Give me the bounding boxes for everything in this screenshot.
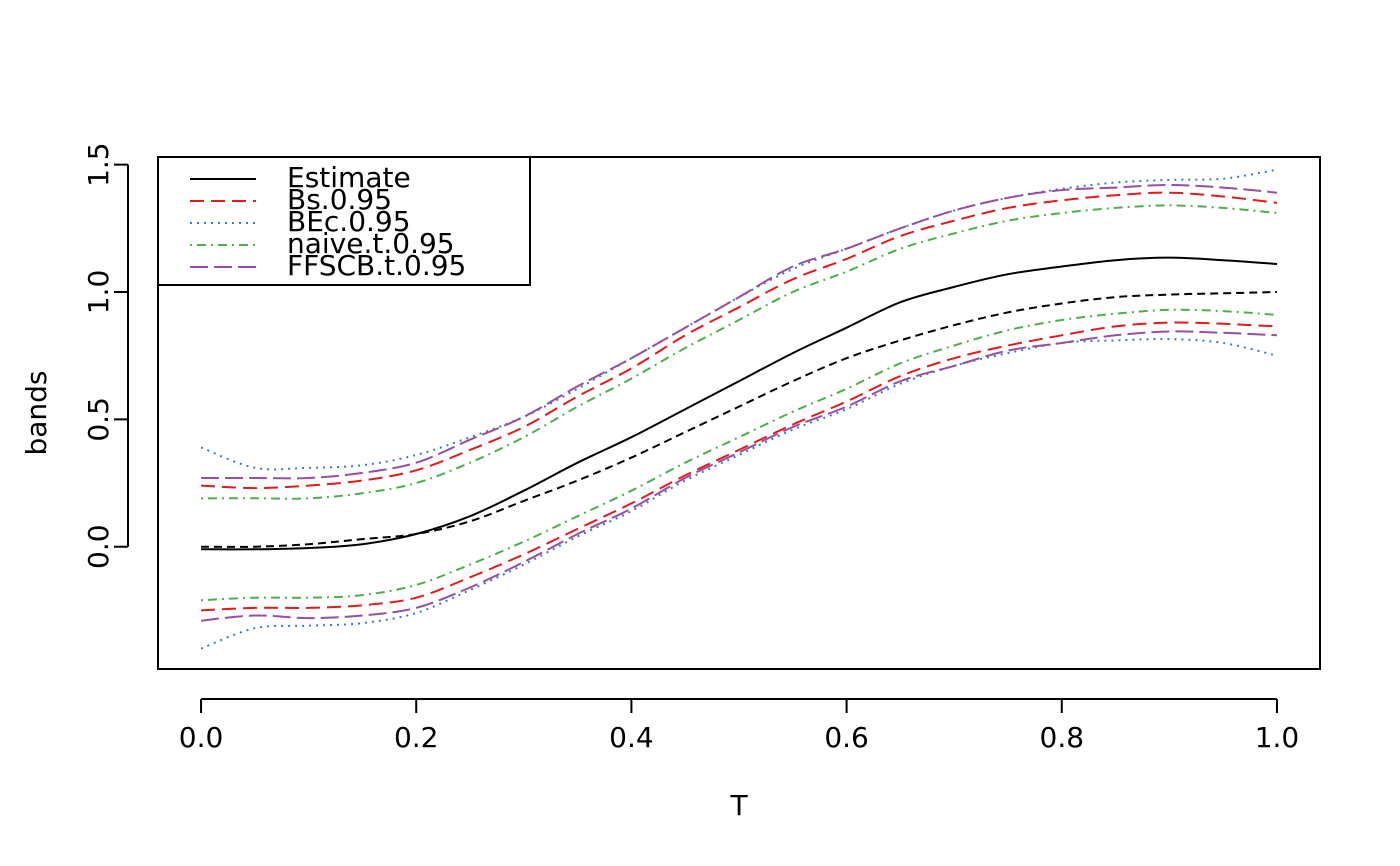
series-line-3 bbox=[200, 321, 1278, 612]
series-line-2 bbox=[200, 191, 1278, 490]
legend-label: Bs.0.95 bbox=[287, 183, 392, 216]
x-tick-label: 0.6 bbox=[824, 721, 869, 754]
series-line-6 bbox=[201, 204, 1278, 500]
x-axis-label: T bbox=[729, 789, 748, 822]
series-line-8 bbox=[201, 183, 1278, 480]
axes-layer: 0.0 0.2 0.4 0.6 0.8 1.0 0.0 0.5 1.0 1.5 bbox=[82, 142, 1299, 754]
y-tick-label: 0.5 bbox=[82, 397, 115, 442]
legend-label: BEc.0.95 bbox=[287, 205, 411, 238]
x-tick-label: 1.0 bbox=[1255, 721, 1300, 754]
x-tick-label: 0.4 bbox=[609, 721, 654, 754]
series-line-0 bbox=[201, 256, 1278, 551]
legend-label: naive.t.0.95 bbox=[287, 227, 455, 260]
x-tick-label: 0.8 bbox=[1040, 721, 1085, 754]
legend: EstimateBs.0.95BEc.0.95naive.t.0.95FFSCB… bbox=[157, 156, 531, 286]
series-line-1 bbox=[201, 291, 1278, 548]
plot-frame bbox=[157, 156, 1321, 670]
y-tick-label: 1.5 bbox=[82, 142, 115, 187]
series-line-7 bbox=[200, 308, 1278, 602]
x-tick-label: 0.2 bbox=[394, 721, 439, 754]
y-tick-label: 0.0 bbox=[82, 524, 115, 569]
legend-label: Estimate bbox=[287, 161, 411, 194]
series-layer bbox=[200, 168, 1278, 650]
legend-label: FFSCB.t.0.95 bbox=[287, 249, 466, 282]
y-tick-label: 1.0 bbox=[82, 270, 115, 315]
x-tick-label: 0.0 bbox=[179, 721, 224, 754]
series-line-9 bbox=[200, 330, 1278, 622]
y-axis-label: bands bbox=[20, 370, 53, 455]
